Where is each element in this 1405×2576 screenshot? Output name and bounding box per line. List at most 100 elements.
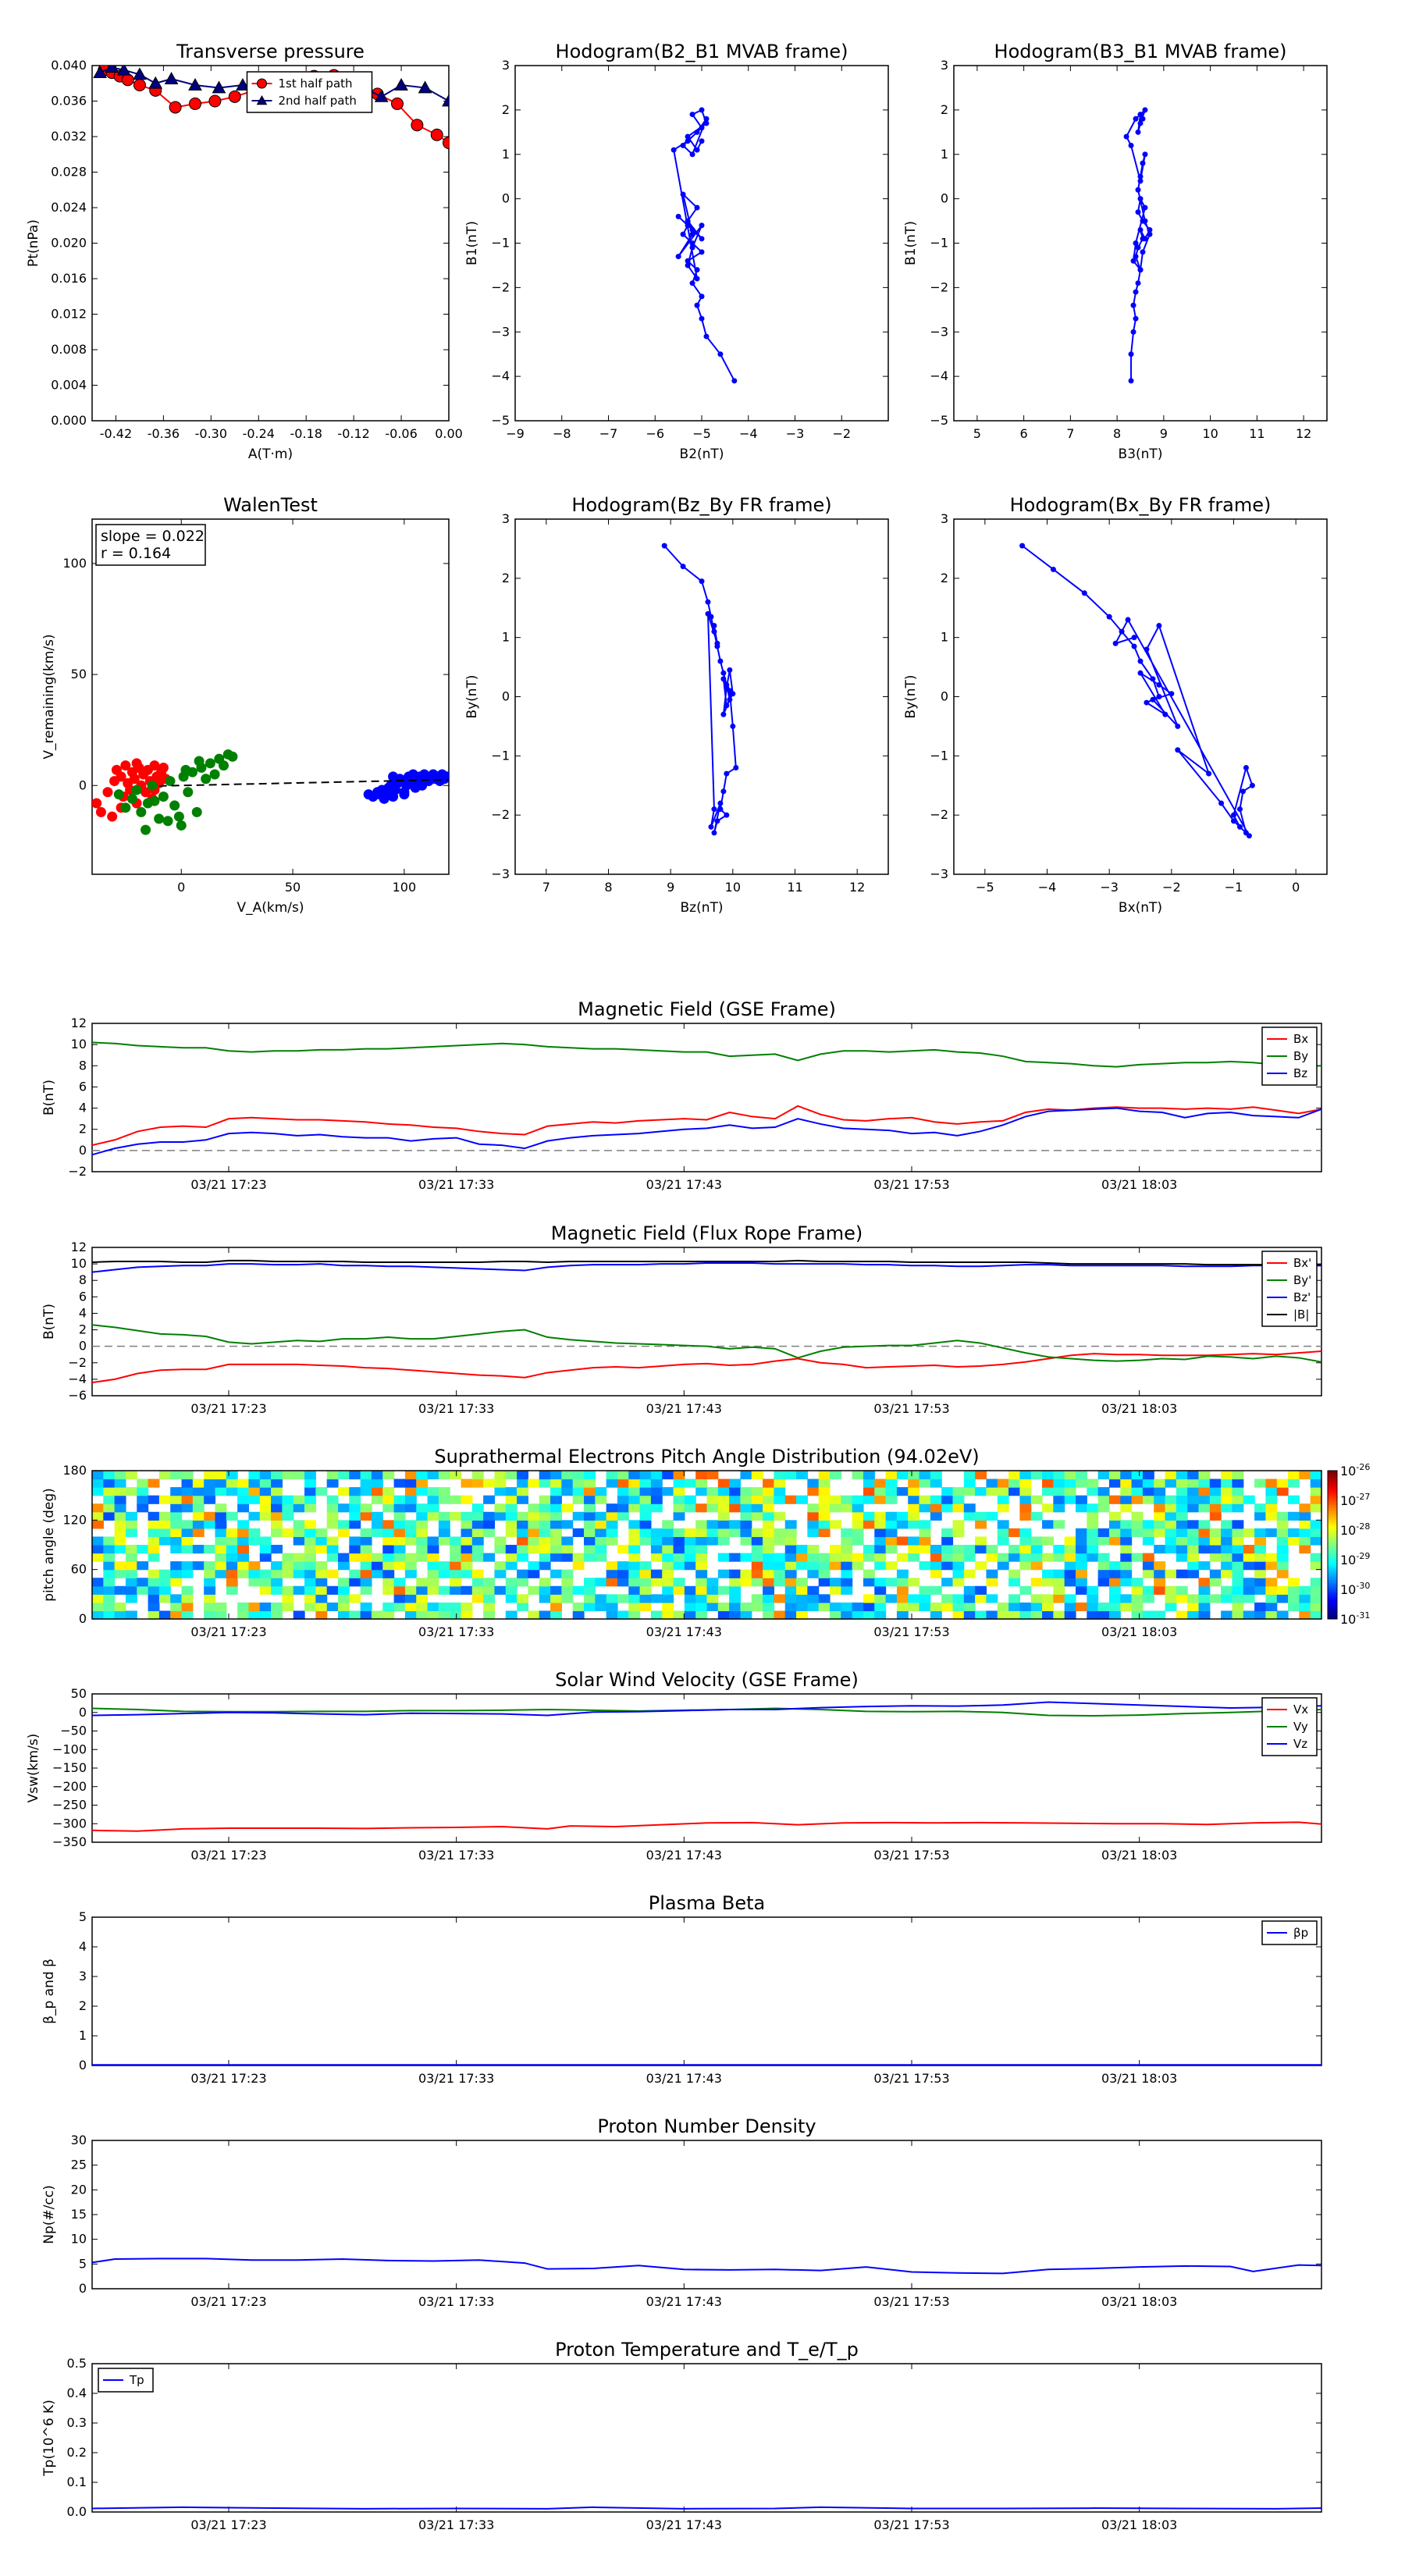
- heatmap-cell: [706, 1520, 719, 1529]
- heatmap-cell: [818, 1528, 831, 1538]
- heatmap-cell: [371, 1528, 383, 1538]
- heatmap-cell: [114, 1478, 126, 1488]
- data-point: [164, 72, 179, 84]
- data-point: [390, 97, 404, 110]
- heatmap-cell: [1154, 1569, 1166, 1578]
- heatmap-cell: [874, 1511, 887, 1521]
- heatmap-cell: [1087, 1536, 1099, 1546]
- heatmap-cell: [1209, 1487, 1222, 1496]
- data-point: [720, 676, 727, 682]
- data-point: [1150, 696, 1156, 703]
- heatmap-cell: [1254, 1602, 1267, 1612]
- y-tick-label: 0.036: [51, 94, 87, 109]
- heatmap-cell: [874, 1520, 887, 1529]
- heatmap-cell: [103, 1478, 116, 1488]
- heatmap-cell: [427, 1553, 439, 1562]
- heatmap-cell: [1142, 1520, 1154, 1529]
- heatmap-cell: [695, 1503, 708, 1513]
- chart-tp: Proton Temperature and T_e/T_p03/21 17:2…: [41, 2339, 1322, 2532]
- heatmap-cell: [584, 1553, 596, 1562]
- heatmap-cell: [170, 1594, 183, 1603]
- heatmap-cell: [427, 1585, 439, 1595]
- data-point: [1249, 782, 1255, 788]
- heatmap-cell: [784, 1528, 797, 1538]
- heatmap-cell: [673, 1478, 685, 1488]
- heatmap-cell: [561, 1594, 574, 1603]
- heatmap-cell: [271, 1471, 283, 1480]
- heatmap-cell: [483, 1520, 496, 1529]
- heatmap-cell: [774, 1495, 786, 1504]
- heatmap-cell: [606, 1602, 618, 1612]
- y-tick-label: 120: [62, 1512, 87, 1527]
- legend-label: |B|: [1293, 1308, 1309, 1322]
- heatmap-cell: [92, 1536, 104, 1546]
- y-tick-label: 0.016: [51, 271, 87, 286]
- heatmap-cell: [382, 1503, 395, 1513]
- heatmap-cell: [137, 1585, 149, 1595]
- heatmap-cell: [863, 1495, 875, 1504]
- heatmap-cell: [1053, 1471, 1065, 1480]
- heatmap-cell: [1154, 1610, 1166, 1620]
- heatmap-cell: [606, 1610, 618, 1620]
- heatmap-cell: [952, 1610, 965, 1620]
- heatmap-cell: [774, 1594, 786, 1603]
- heatmap-cell: [450, 1585, 462, 1595]
- heatmap-cell: [617, 1578, 629, 1587]
- heatmap-cell: [259, 1578, 272, 1587]
- heatmap-cell: [997, 1610, 1009, 1620]
- heatmap-cell: [1198, 1520, 1211, 1529]
- heatmap-cell: [1154, 1585, 1166, 1595]
- heatmap-cell: [1254, 1578, 1267, 1587]
- heatmap-cell: [1276, 1511, 1289, 1521]
- heatmap-cell: [572, 1585, 585, 1595]
- heatmap-cell: [158, 1578, 171, 1587]
- heatmap-cell: [304, 1536, 316, 1546]
- heatmap-cell: [393, 1503, 406, 1513]
- heatmap-cell: [158, 1520, 171, 1529]
- heatmap-cell: [896, 1471, 909, 1480]
- heatmap-cell: [360, 1610, 372, 1620]
- heatmap-cell: [215, 1536, 227, 1546]
- annotation-text: slope = 0.022: [101, 528, 205, 545]
- heatmap-cell: [1120, 1495, 1133, 1504]
- data-point: [1156, 681, 1162, 688]
- heatmap-cell: [304, 1520, 316, 1529]
- heatmap-cell: [706, 1487, 719, 1496]
- heatmap-cell: [830, 1561, 841, 1571]
- heatmap-cell: [1165, 1602, 1177, 1612]
- heatmap-cell: [1232, 1594, 1244, 1603]
- heatmap-cell: [181, 1478, 194, 1488]
- heatmap-cell: [326, 1553, 339, 1562]
- heatmap-cell: [684, 1478, 696, 1488]
- heatmap-cell: [349, 1553, 361, 1562]
- heatmap-cell: [1120, 1553, 1133, 1562]
- heatmap-cell: [92, 1594, 104, 1603]
- heatmap-cell: [1076, 1528, 1087, 1538]
- heatmap-cell: [1053, 1594, 1065, 1603]
- heatmap-cell: [863, 1545, 875, 1554]
- y-tick-label: 1: [941, 147, 948, 162]
- heatmap-cell: [595, 1511, 607, 1521]
- heatmap-cell: [438, 1471, 450, 1480]
- data-point: [730, 723, 736, 729]
- heatmap-cell: [639, 1511, 652, 1521]
- data-point: [158, 763, 169, 773]
- heatmap-cell: [204, 1561, 216, 1571]
- heatmap-cell: [919, 1478, 931, 1488]
- heatmap-cell: [763, 1561, 775, 1571]
- heatmap-cell: [438, 1569, 450, 1578]
- heatmap-cell: [763, 1578, 775, 1587]
- heatmap-cell: [650, 1545, 663, 1554]
- heatmap-cell: [404, 1471, 417, 1480]
- heatmap-cell: [818, 1602, 831, 1612]
- heatmap-cell: [338, 1561, 350, 1571]
- heatmap-cell: [338, 1602, 350, 1612]
- data-point: [388, 771, 399, 782]
- chart-title: Magnetic Field (Flux Rope Frame): [551, 1222, 863, 1244]
- heatmap-cell: [1087, 1545, 1099, 1554]
- heatmap-cell: [471, 1578, 484, 1587]
- chart-title: Hodogram(B3_B1 MVAB frame): [994, 41, 1287, 62]
- heatmap-cell: [1276, 1478, 1289, 1488]
- heatmap-cell: [393, 1478, 406, 1488]
- heatmap-cell: [628, 1495, 641, 1504]
